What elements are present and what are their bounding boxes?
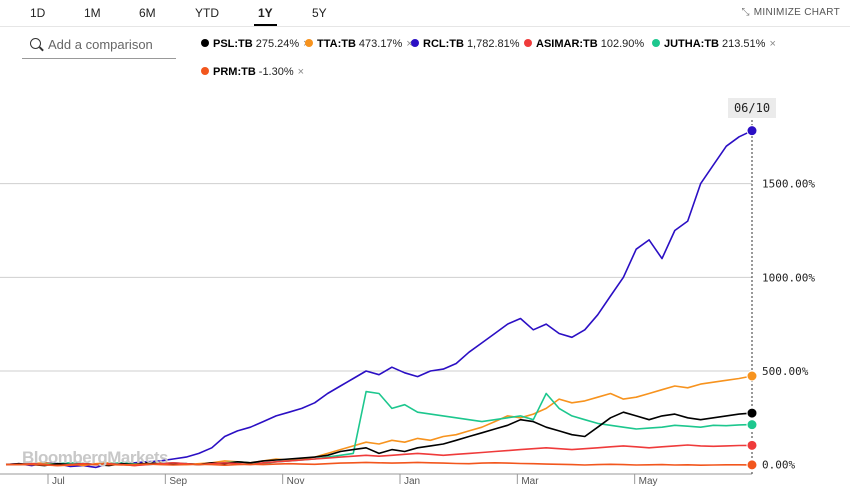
x-tick-label: Mar	[521, 476, 539, 487]
legend-dot-rcl	[411, 39, 419, 48]
x-tick-label: Nov	[287, 476, 305, 487]
minimize-chart-label: MINIMIZE CHART	[753, 7, 840, 18]
minimize-chart-button[interactable]: ⤡ MINIMIZE CHART	[741, 0, 840, 26]
legend-symbol: PRM:TB	[213, 66, 256, 78]
legend-change: 275.24%	[255, 38, 300, 50]
close-icon[interactable]: ×	[769, 38, 776, 50]
legend-symbol: RCL:TB	[423, 38, 464, 50]
legend-dot-tta	[305, 39, 313, 48]
bloomberg-markets-logo: BloombergMarkets	[22, 448, 168, 467]
endpoint-marker-prm	[746, 459, 758, 471]
legend-dot-jutha	[652, 39, 660, 48]
series-line-prm	[6, 461, 753, 467]
endpoint-marker-asimar	[746, 439, 758, 451]
legend-symbol: TTA:TB	[317, 38, 356, 50]
range-1d-button[interactable]: 1D	[30, 6, 46, 20]
comparison-search	[22, 30, 176, 59]
x-tick-label: Sep	[169, 476, 187, 487]
endpoint-marker-rcl	[746, 125, 758, 137]
legend-item-asimar: ASIMAR:TB 102.90%	[524, 36, 644, 52]
search-icon	[30, 38, 41, 49]
close-icon[interactable]: ×	[406, 38, 413, 50]
range-6m-button[interactable]: 6M	[139, 6, 156, 20]
range-ytd-button[interactable]: YTD	[195, 6, 219, 20]
x-tick-label: Jan	[404, 476, 420, 487]
range-selector: 1D 1M 6M YTD 1Y 5Y ⤡ MINIMIZE CHART	[0, 0, 850, 27]
endpoint-marker-jutha	[746, 419, 758, 431]
minimize-icon: ⤡	[741, 7, 750, 18]
legend-change: 473.17%	[358, 38, 403, 50]
endpoint-marker-tta	[746, 370, 758, 382]
range-1m-button[interactable]: 1M	[84, 6, 101, 20]
search-input[interactable]	[48, 34, 174, 54]
legend-symbol: JUTHA:TB	[664, 38, 719, 50]
legend-change: -1.30%	[258, 66, 294, 78]
range-5y-button[interactable]: 5Y	[312, 6, 327, 20]
legend-dot-psl	[201, 39, 209, 48]
series-line-jutha	[6, 390, 753, 466]
legend-item-prm: PRM:TB -1.30% ×	[201, 64, 304, 80]
close-icon[interactable]: ×	[297, 66, 305, 78]
legend-change: 213.51%	[722, 38, 766, 50]
y-tick-label: 500.00%	[762, 365, 809, 378]
legend-item-jutha: JUTHA:TB 213.51% ×	[652, 36, 776, 52]
legend-symbol: PSL:TB	[213, 38, 253, 50]
x-tick-label: Jul	[52, 476, 65, 487]
date-label-box	[728, 98, 776, 118]
range-1y-button[interactable]: 1Y	[254, 0, 277, 26]
legend-dot-prm	[201, 67, 209, 76]
y-tick-label: 0.00%	[762, 459, 795, 472]
y-tick-label: 1000.00%	[762, 271, 815, 284]
legend-symbol: ASIMAR:TB	[536, 38, 598, 50]
y-tick-label: 1500.00%	[762, 178, 815, 191]
legend-change: 1,782.81%	[466, 38, 520, 50]
x-tick-label: May	[639, 476, 658, 487]
endpoint-marker-psl	[746, 407, 758, 419]
legend-item-tta: TTA:TB 473.17% ×	[305, 36, 413, 52]
legend-dot-asimar	[524, 39, 532, 48]
current-date-label: 06/10	[734, 101, 770, 115]
legend-item-rcl: RCL:TB 1,782.81%	[411, 36, 520, 52]
legend-change: 102.90%	[600, 38, 645, 50]
